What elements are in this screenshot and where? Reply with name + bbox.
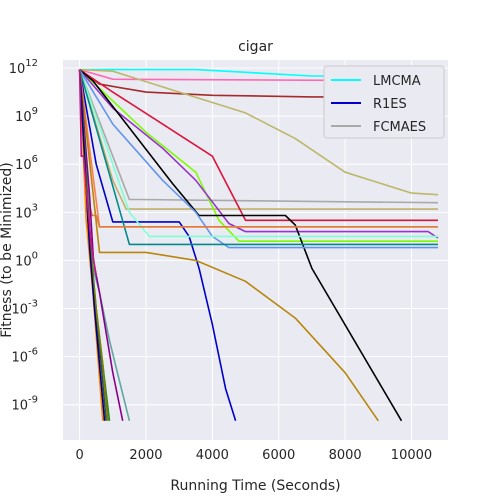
- y-tick-label: 10-9: [11, 395, 38, 414]
- series-line-unnamed-24: [78, 69, 97, 277]
- y-tick-label: 109: [15, 106, 38, 125]
- y-tick-label: 100: [15, 250, 38, 269]
- series-line-fcmaes: [78, 69, 439, 204]
- series-line-unnamed-15: [78, 69, 379, 422]
- series-layer: [78, 68, 439, 422]
- series-line-unnamed-13: [78, 69, 438, 246]
- x-axis-label: Running Time (Seconds): [170, 478, 340, 494]
- y-tick-label: 10-6: [11, 347, 38, 366]
- series-line-unnamed-5: [79, 68, 439, 196]
- x-tick-label: 10000: [391, 448, 432, 463]
- series-line-unnamed-9: [78, 69, 439, 239]
- legend-label-r1es: R1ES: [373, 97, 407, 112]
- series-line-unnamed-7: [79, 68, 438, 222]
- y-tick-label: 106: [15, 154, 38, 173]
- chart-title: cigar: [238, 39, 273, 55]
- x-tick-label: 8000: [329, 448, 362, 463]
- legend: LMCMA R1ES FCMAES: [323, 65, 445, 139]
- series-line-unnamed-10: [79, 68, 403, 422]
- legend-box: [323, 65, 445, 139]
- grid: [63, 60, 448, 440]
- y-tick-label: 103: [15, 202, 38, 221]
- x-tick-label: 2000: [129, 448, 162, 463]
- y-tick-label: 1012: [9, 58, 38, 77]
- legend-label-fcmaes: FCMAES: [373, 120, 426, 135]
- x-tick-label: 6000: [262, 448, 295, 463]
- y-tick-label: 10-3: [11, 299, 38, 318]
- series-line-unnamed-11: [78, 69, 438, 249]
- x-tick-label: 4000: [196, 448, 229, 463]
- y-axis-label: Fitness (to be Minimized): [0, 162, 15, 337]
- x-tick-label: 0: [75, 448, 83, 463]
- legend-label-lmcma: LMCMA: [373, 74, 421, 89]
- series-line-unnamed-18: [78, 69, 124, 421]
- series-line-unnamed-12: [78, 69, 438, 238]
